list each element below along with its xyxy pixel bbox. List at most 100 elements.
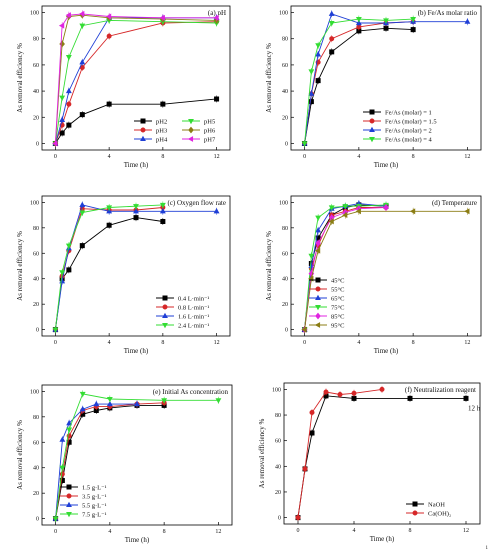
data-point (314, 247, 321, 254)
data-point (133, 208, 139, 214)
legend: Fe/As (molar) = 1 Fe/As (molar) = 1.5 Fe/A… (363, 109, 437, 143)
data-point (342, 204, 349, 210)
legend-marker (162, 322, 168, 329)
panel-title: (c) Oxygen flow rate (167, 199, 226, 207)
chart-panel-6: 0 4 8 12 0 20 40 60 80 100 Time (h) As removal effi… (258, 382, 481, 543)
x-axis-title: Time (h) (374, 347, 399, 355)
legend-marker (162, 312, 168, 319)
legend-item: pH2 (134, 118, 167, 125)
x-tick-label: 0 (54, 340, 57, 346)
data-point (59, 95, 66, 101)
series-line (54, 21, 217, 144)
y-axis-title: As removal efficiency % (265, 231, 273, 301)
legend-marker (187, 136, 194, 142)
series-4 (52, 390, 222, 523)
y-tick-label: 20 (33, 115, 39, 121)
series-1 (53, 401, 167, 523)
legend-label: 5.5 g·L⁻¹ (82, 502, 107, 509)
x-tick-label: 8 (412, 154, 415, 160)
data-point (302, 466, 308, 472)
data-point (301, 141, 308, 147)
data-point (213, 208, 220, 214)
x-tick-label: 12 (464, 340, 470, 346)
x-tick-label: 8 (163, 529, 166, 535)
x-tick-label: 4 (357, 340, 360, 346)
legend-item: pH3 (134, 127, 167, 134)
data-point (52, 140, 58, 147)
legend-item: NaOH (406, 501, 445, 508)
data-point (323, 389, 329, 395)
data-point (329, 36, 335, 42)
data-point (214, 96, 220, 102)
y-axis-title: As removal efficiency % (16, 231, 24, 301)
plot-frame (290, 5, 482, 151)
data-point (308, 253, 315, 260)
y-tick-label: 20 (282, 302, 288, 308)
legend-label: 45°C (331, 277, 344, 284)
data-point (301, 326, 307, 333)
y-tick-label: 0 (36, 141, 39, 147)
legend: 0.4 L·min⁻¹ 0.8 L·min⁻¹ 1.6 L·min⁻¹ 2.4 L·m… (156, 295, 209, 329)
series-line (54, 13, 217, 144)
x-tick-label: 12 (215, 529, 221, 535)
y-tick-label: 40 (282, 89, 288, 95)
data-point (59, 40, 65, 48)
y-axis-title: As removal efficiency % (16, 420, 24, 490)
legend-item: Fe/As (molar) = 1 (363, 109, 432, 116)
data-point (66, 419, 73, 426)
data-point (79, 405, 86, 412)
data-point (409, 208, 416, 215)
x-tick-label: 12 (463, 528, 469, 534)
legend-item: Fe/As (molar) = 1.5 (363, 118, 437, 125)
legend-item: 0.8 L·min⁻¹ (156, 304, 209, 311)
data-point (383, 25, 389, 31)
series-2 (52, 18, 220, 147)
legend-label: 75°C (331, 304, 344, 311)
y-tick-label: 60 (282, 63, 288, 69)
series-6 (52, 10, 219, 147)
data-point (328, 20, 335, 27)
chart-panel-2: 0 4 8 12 0 20 40 60 80 100 Time (h) As removal effi… (265, 5, 482, 169)
data-point (105, 13, 112, 20)
plot-frame (41, 5, 231, 151)
legend-label: 1.6 L·min⁻¹ (178, 313, 209, 320)
chart-panel-1: 0 4 8 12 0 20 40 60 80 100 Time (h) As removal effi… (16, 5, 231, 169)
x-axis-title: Time (h) (370, 535, 395, 543)
legend-item: 75°C (309, 304, 344, 311)
legend-label: NaOH (428, 501, 445, 508)
y-axis-title: As removal efficiency % (258, 419, 266, 489)
legend-label: 65°C (331, 295, 344, 302)
legend-label: Fe/As (molar) = 4 (385, 136, 433, 143)
legend-label: pH5 (204, 118, 215, 125)
data-point (463, 395, 469, 401)
legend-label: 3.5 g·L⁻¹ (82, 493, 107, 500)
y-axis-title: As removal efficiency % (265, 43, 273, 113)
legend-marker (315, 277, 321, 283)
y-tick-label: 100 (30, 200, 39, 206)
legend-item: 5.5 g·L⁻¹ (60, 501, 107, 509)
data-point (59, 270, 66, 276)
data-point (315, 227, 322, 233)
legend-item: 45°C (309, 277, 344, 284)
series-line (297, 388, 383, 518)
x-axis-title: Time (h) (374, 161, 399, 169)
series-3 (301, 10, 471, 147)
data-point (66, 427, 73, 433)
legend-item: 3.5 g·L⁻¹ (60, 493, 107, 500)
series-line (54, 204, 217, 330)
y-tick-label: 0 (36, 517, 39, 523)
data-point (329, 49, 335, 55)
panel-title: (a) pH (208, 9, 226, 17)
series-4 (301, 15, 417, 147)
y-tick-label: 80 (282, 226, 288, 232)
x-tick-label: 12 (464, 154, 470, 160)
legend-marker (315, 294, 321, 301)
legend-marker (412, 501, 418, 507)
data-point (351, 390, 357, 396)
x-tick-label: 8 (161, 154, 164, 160)
plot-frame (41, 195, 231, 337)
data-point (315, 215, 322, 221)
x-tick-label: 0 (297, 528, 300, 534)
legend-label: pH4 (156, 136, 168, 143)
legend-marker (314, 322, 321, 328)
